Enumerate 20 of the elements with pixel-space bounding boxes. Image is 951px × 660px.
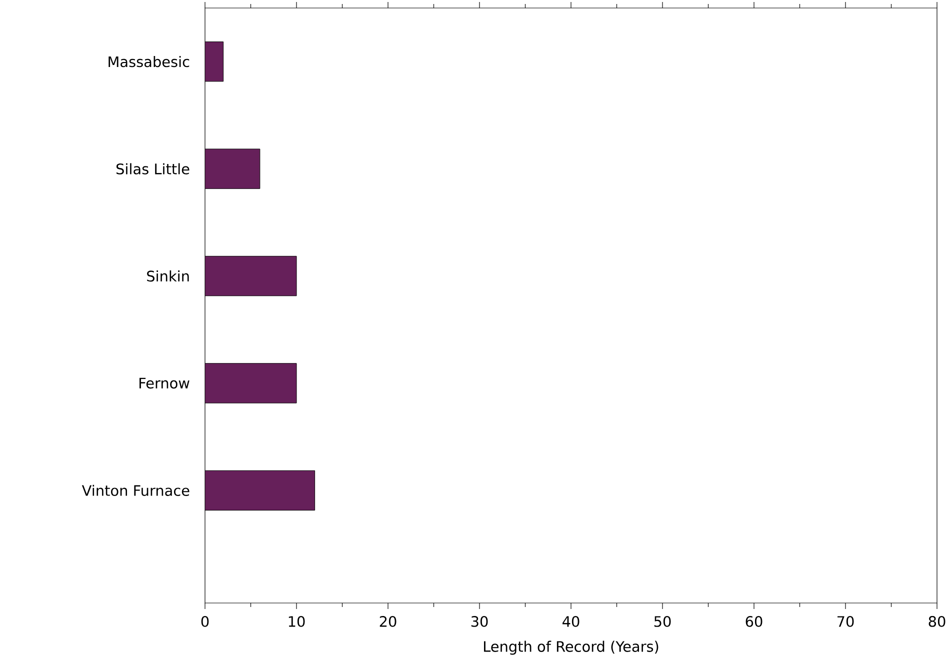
- bar: [205, 470, 316, 511]
- y-tick-label: Massabesic: [108, 56, 190, 68]
- x-tick-label: 80: [928, 616, 946, 628]
- x-tick-label: 10: [288, 616, 305, 628]
- bar: [205, 256, 297, 296]
- y-tick-label: Silas Little: [116, 163, 190, 175]
- x-axis-title: Length of Record (Years): [484, 640, 658, 655]
- y-tick-label: Fernow: [140, 378, 190, 389]
- x-tick-label: 60: [746, 616, 762, 628]
- y-tick-label: Vinton Furnace: [82, 485, 190, 496]
- x-tick-label: 40: [562, 616, 580, 628]
- x-tick-label: 30: [471, 616, 488, 628]
- x-tick-label: 50: [654, 616, 671, 628]
- x-tick-label: 70: [837, 616, 854, 628]
- bar: [205, 363, 297, 404]
- y-tick-label: Sinkin: [147, 270, 189, 282]
- x-tick-label: 0: [201, 616, 209, 628]
- x-tick-label: 20: [380, 616, 396, 628]
- bar: [205, 148, 260, 190]
- bar: [205, 42, 224, 82]
